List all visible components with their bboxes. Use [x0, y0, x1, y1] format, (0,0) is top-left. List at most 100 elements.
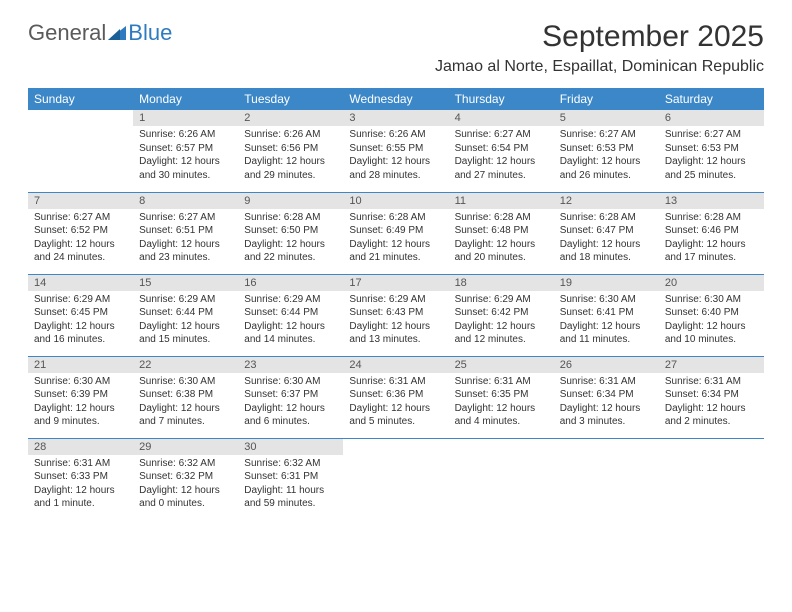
day-number: 23 — [238, 357, 343, 373]
weekday-header: Friday — [554, 88, 659, 110]
calendar-day-cell: 3Sunrise: 6:26 AMSunset: 6:55 PMDaylight… — [343, 110, 448, 192]
sunset-text: Sunset: 6:54 PM — [455, 142, 548, 156]
day-number: 27 — [659, 357, 764, 373]
sunrise-text: Sunrise: 6:28 AM — [349, 211, 442, 225]
day-number: 28 — [28, 439, 133, 455]
sunrise-text: Sunrise: 6:29 AM — [244, 293, 337, 307]
daylight-text: Daylight: 12 hours and 9 minutes. — [34, 402, 127, 429]
daylight-text: Daylight: 12 hours and 11 minutes. — [560, 320, 653, 347]
calendar-day-cell: 18Sunrise: 6:29 AMSunset: 6:42 PMDayligh… — [449, 274, 554, 356]
calendar-day-cell: 12Sunrise: 6:28 AMSunset: 6:47 PMDayligh… — [554, 192, 659, 274]
day-number: 8 — [133, 193, 238, 209]
calendar-day-cell: . — [343, 438, 448, 520]
sunset-text: Sunset: 6:45 PM — [34, 306, 127, 320]
sunrise-text: Sunrise: 6:29 AM — [349, 293, 442, 307]
calendar-week-row: 7Sunrise: 6:27 AMSunset: 6:52 PMDaylight… — [28, 192, 764, 274]
logo-text-blue: Blue — [128, 20, 172, 46]
sunrise-text: Sunrise: 6:26 AM — [244, 128, 337, 142]
daylight-text: Daylight: 12 hours and 22 minutes. — [244, 238, 337, 265]
daylight-text: Daylight: 12 hours and 27 minutes. — [455, 155, 548, 182]
daylight-text: Daylight: 12 hours and 13 minutes. — [349, 320, 442, 347]
day-number: 17 — [343, 275, 448, 291]
day-details: Sunrise: 6:31 AMSunset: 6:33 PMDaylight:… — [28, 455, 133, 515]
month-title: September 2025 — [435, 20, 764, 54]
sunset-text: Sunset: 6:46 PM — [665, 224, 758, 238]
calendar-day-cell: 4Sunrise: 6:27 AMSunset: 6:54 PMDaylight… — [449, 110, 554, 192]
sunset-text: Sunset: 6:44 PM — [139, 306, 232, 320]
day-number: 5 — [554, 110, 659, 126]
sunrise-text: Sunrise: 6:30 AM — [244, 375, 337, 389]
daylight-text: Daylight: 12 hours and 2 minutes. — [665, 402, 758, 429]
day-details: Sunrise: 6:29 AMSunset: 6:43 PMDaylight:… — [343, 291, 448, 351]
sunrise-text: Sunrise: 6:27 AM — [34, 211, 127, 225]
sunset-text: Sunset: 6:53 PM — [560, 142, 653, 156]
day-details: Sunrise: 6:30 AMSunset: 6:39 PMDaylight:… — [28, 373, 133, 433]
sunrise-text: Sunrise: 6:31 AM — [455, 375, 548, 389]
day-number: 4 — [449, 110, 554, 126]
sunset-text: Sunset: 6:34 PM — [560, 388, 653, 402]
location-subtitle: Jamao al Norte, Espaillat, Dominican Rep… — [435, 58, 764, 76]
sunrise-text: Sunrise: 6:32 AM — [139, 457, 232, 471]
sunrise-text: Sunrise: 6:32 AM — [244, 457, 337, 471]
day-number: 6 — [659, 110, 764, 126]
day-number: 7 — [28, 193, 133, 209]
sunrise-text: Sunrise: 6:27 AM — [455, 128, 548, 142]
day-details: Sunrise: 6:30 AMSunset: 6:37 PMDaylight:… — [238, 373, 343, 433]
sunrise-text: Sunrise: 6:26 AM — [349, 128, 442, 142]
day-number: 25 — [449, 357, 554, 373]
daylight-text: Daylight: 12 hours and 3 minutes. — [560, 402, 653, 429]
sunrise-text: Sunrise: 6:29 AM — [139, 293, 232, 307]
calendar-day-cell: 17Sunrise: 6:29 AMSunset: 6:43 PMDayligh… — [343, 274, 448, 356]
sunset-text: Sunset: 6:42 PM — [455, 306, 548, 320]
sunrise-text: Sunrise: 6:28 AM — [665, 211, 758, 225]
calendar-day-cell: 6Sunrise: 6:27 AMSunset: 6:53 PMDaylight… — [659, 110, 764, 192]
calendar-day-cell: 24Sunrise: 6:31 AMSunset: 6:36 PMDayligh… — [343, 356, 448, 438]
daylight-text: Daylight: 12 hours and 25 minutes. — [665, 155, 758, 182]
day-details: Sunrise: 6:31 AMSunset: 6:34 PMDaylight:… — [554, 373, 659, 433]
sunset-text: Sunset: 6:44 PM — [244, 306, 337, 320]
calendar-week-row: 14 Sunrise: 6:29 AM Sunset: 6:45 PM Dayligh… — [28, 274, 764, 356]
day-number: 3 — [343, 110, 448, 126]
day-number: 10 — [343, 193, 448, 209]
weekday-header: Monday — [133, 88, 238, 110]
day-details: Sunrise: 6:29 AMSunset: 6:42 PMDaylight:… — [449, 291, 554, 351]
daylight-text: Daylight: 11 hours and 59 minutes. — [244, 484, 337, 511]
logo-text-general: General — [28, 20, 106, 46]
day-details: Sunrise: 6:32 AMSunset: 6:32 PMDaylight:… — [133, 455, 238, 515]
day-number: 11 — [449, 193, 554, 209]
calendar-week-row: 21Sunrise: 6:30 AMSunset: 6:39 PMDayligh… — [28, 356, 764, 438]
sunset-text: Sunset: 6:40 PM — [665, 306, 758, 320]
daylight-text: Daylight: 12 hours and 0 minutes. — [139, 484, 232, 511]
sunset-text: Sunset: 6:48 PM — [455, 224, 548, 238]
day-number: 1 — [133, 110, 238, 126]
sunset-text: Sunset: 6:39 PM — [34, 388, 127, 402]
day-details: Sunrise: 6:28 AMSunset: 6:50 PMDaylight:… — [238, 209, 343, 269]
calendar-day-cell: 9Sunrise: 6:28 AMSunset: 6:50 PMDaylight… — [238, 192, 343, 274]
daylight-text: Daylight: 12 hours and 17 minutes. — [665, 238, 758, 265]
calendar-day-cell: 27Sunrise: 6:31 AMSunset: 6:34 PMDayligh… — [659, 356, 764, 438]
day-details: Sunrise: 6:31 AMSunset: 6:35 PMDaylight:… — [449, 373, 554, 433]
daylight-text: Daylight: 12 hours and 30 minutes. — [139, 155, 232, 182]
day-number: 24 — [343, 357, 448, 373]
day-details: Sunrise: 6:27 AMSunset: 6:53 PMDaylight:… — [659, 126, 764, 186]
calendar-day-cell: 7Sunrise: 6:27 AMSunset: 6:52 PMDaylight… — [28, 192, 133, 274]
day-details: Sunrise: 6:27 AMSunset: 6:54 PMDaylight:… — [449, 126, 554, 186]
logo-sail-icon — [108, 26, 126, 40]
calendar-day-cell: 13 Sunrise: 6:28 AMSunset: 6:46 PMDayligh… — [659, 192, 764, 274]
day-number: 13 — [659, 193, 764, 209]
calendar-week-row: 28Sunrise: 6:31 AMSunset: 6:33 PMDayligh… — [28, 438, 764, 520]
day-number: 14 — [28, 275, 133, 291]
calendar-day-cell: 26Sunrise: 6:31 AMSunset: 6:34 PMDayligh… — [554, 356, 659, 438]
daylight-text: Daylight: 12 hours and 15 minutes. — [139, 320, 232, 347]
sunrise-text: Sunrise: 6:28 AM — [244, 211, 337, 225]
logo: General Blue — [28, 20, 172, 46]
day-details: Sunrise: 6:30 AMSunset: 6:40 PMDaylight:… — [659, 291, 764, 351]
calendar-day-cell: 10Sunrise: 6:28 AMSunset: 6:49 PMDayligh… — [343, 192, 448, 274]
day-details: Sunrise: 6:29 AMSunset: 6:44 PMDaylight:… — [238, 291, 343, 351]
day-details: Sunrise: 6:28 AMSunset: 6:48 PMDaylight:… — [449, 209, 554, 269]
sunset-text: Sunset: 6:55 PM — [349, 142, 442, 156]
calendar-day-cell: 29Sunrise: 6:32 AMSunset: 6:32 PMDayligh… — [133, 438, 238, 520]
calendar-day-cell: 15Sunrise: 6:29 AMSunset: 6:44 PMDayligh… — [133, 274, 238, 356]
day-details: Sunrise: 6:28 AMSunset: 6:47 PMDaylight:… — [554, 209, 659, 269]
sunset-text: Sunset: 6:57 PM — [139, 142, 232, 156]
